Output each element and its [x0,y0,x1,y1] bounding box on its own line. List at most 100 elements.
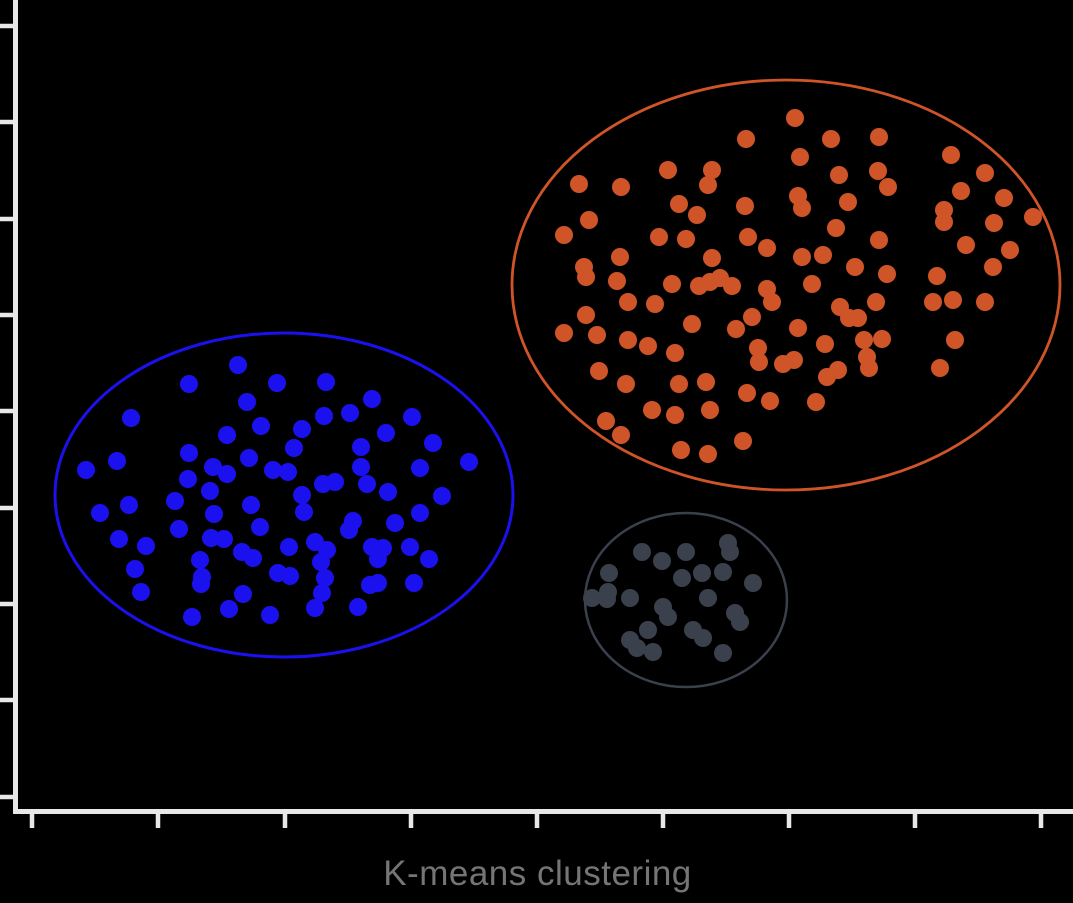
cluster-blue-point [201,482,219,500]
cluster-orange-point [758,239,776,257]
cluster-orange-point [683,315,701,333]
cluster-blue-point [424,434,442,452]
cluster-orange-point [570,175,588,193]
cluster-blue-point [313,584,331,602]
cluster-orange-point [935,213,953,231]
cluster-orange-point [763,293,781,311]
cluster-orange-point [761,392,779,410]
cluster-blue-point [215,530,233,548]
cluster-orange-point [612,426,630,444]
cluster-blue-point [132,583,150,601]
cluster-dark-point [628,639,646,657]
cluster-blue-point [126,560,144,578]
cluster-dark-point [694,629,712,647]
cluster-orange-point [577,306,595,324]
cluster-orange-point [577,268,595,286]
cluster-orange-point [924,293,942,311]
cluster-blue-point [363,390,381,408]
cluster-dark-point [621,589,639,607]
cluster-blue-boundary-ellipse [53,331,515,659]
cluster-orange-point [793,248,811,266]
cluster-blue-point [191,551,209,569]
cluster-orange-point [701,401,719,419]
cluster-orange-point [878,265,896,283]
cluster-blue-point [352,438,370,456]
cluster-dark-point [600,564,618,582]
cluster-orange-point [846,258,864,276]
cluster-orange-point [703,161,721,179]
cluster-dark-point [714,644,732,662]
cluster-orange-boundary-ellipse [510,78,1062,492]
cluster-orange-point [855,331,873,349]
cluster-orange-point [597,412,615,430]
cluster-blue-point [340,521,358,539]
cluster-orange-point [611,248,629,266]
cluster-blue-point [281,567,299,585]
cluster-blue-point [170,520,188,538]
cluster-blue-point [229,356,247,374]
cluster-orange-point [677,230,695,248]
cluster-blue-point [244,549,262,567]
cluster-dark-point [744,574,762,592]
cluster-orange-point [659,161,677,179]
cluster-blue-point [295,503,313,521]
cluster-orange-point [870,128,888,146]
cluster-blue-point [314,475,332,493]
cluster-blue-point [205,505,223,523]
cluster-blue-point [108,452,126,470]
cluster-dark-point [714,563,732,581]
cluster-orange-point [818,368,836,386]
cluster-orange-point [590,362,608,380]
cluster-orange-point [976,293,994,311]
cluster-orange-point [816,335,834,353]
cluster-blue-point [352,458,370,476]
cluster-blue-point [369,550,387,568]
cluster-orange-point [944,291,962,309]
cluster-dark-point [731,613,749,631]
cluster-dark-point [677,543,695,561]
cluster-orange-point [646,295,664,313]
cluster-orange-point [701,273,719,291]
cluster-orange-point [793,199,811,217]
cluster-orange-point [672,441,690,459]
cluster-blue-point [218,426,236,444]
cluster-orange-point [699,176,717,194]
cluster-blue-point [411,504,429,522]
cluster-orange-point [873,330,891,348]
cluster-orange-point [995,189,1013,207]
cluster-blue-point [137,537,155,555]
cluster-blue-point [293,486,311,504]
cluster-orange-point [688,206,706,224]
cluster-orange-point [666,406,684,424]
cluster-blue-point [192,575,210,593]
cluster-orange-point [849,309,867,327]
cluster-blue-point [411,459,429,477]
cluster-blue-point [460,453,478,471]
cluster-dark-point [699,589,717,607]
cluster-orange-point [791,148,809,166]
cluster-orange-point [867,293,885,311]
cluster-blue-point [285,439,303,457]
cluster-orange-point [785,351,803,369]
cluster-orange-point [750,353,768,371]
cluster-orange-point [789,319,807,337]
cluster-orange-point [619,331,637,349]
cluster-orange-point [814,246,832,264]
cluster-blue-point [179,470,197,488]
cluster-blue-point [122,409,140,427]
chart-title: K-means clustering [383,854,692,893]
cluster-orange-point [723,277,741,295]
cluster-orange-point [822,130,840,148]
cluster-orange-point [617,375,635,393]
cluster-orange-point [727,320,745,338]
cluster-blue-point [379,483,397,501]
cluster-orange-point [1024,208,1042,226]
cluster-dark-point [721,543,739,561]
cluster-blue-point [220,600,238,618]
cluster-dark-point [633,543,651,561]
cluster-orange-point [870,231,888,249]
cluster-orange-point [830,166,848,184]
cluster-orange-point [650,228,668,246]
cluster-orange-point [743,308,761,326]
